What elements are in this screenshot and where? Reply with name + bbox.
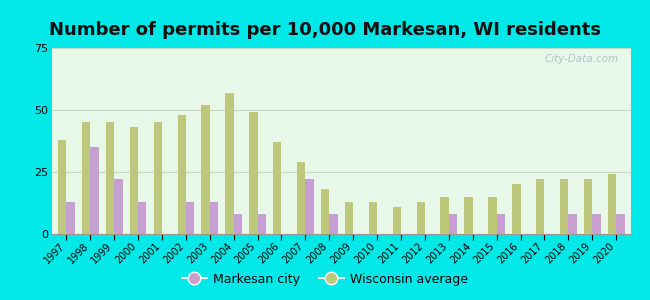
Bar <box>130 128 138 234</box>
Bar <box>210 202 218 234</box>
Text: City-Data.com: City-Data.com <box>545 54 619 64</box>
Bar <box>497 214 505 234</box>
Bar <box>321 189 330 234</box>
Bar <box>90 147 99 234</box>
Bar <box>568 214 577 234</box>
Bar <box>138 202 146 234</box>
Bar <box>330 214 337 234</box>
Bar <box>417 202 425 234</box>
Bar <box>114 179 122 234</box>
Bar <box>584 179 592 234</box>
Bar <box>369 202 377 234</box>
Bar <box>82 122 90 234</box>
Text: Number of permits per 10,000 Markesan, WI residents: Number of permits per 10,000 Markesan, W… <box>49 21 601 39</box>
Bar <box>234 214 242 234</box>
Bar <box>592 214 601 234</box>
Bar <box>106 122 114 234</box>
Bar <box>464 197 473 234</box>
Bar <box>297 162 306 234</box>
Bar <box>186 202 194 234</box>
Bar <box>393 207 401 234</box>
Bar <box>257 214 266 234</box>
Bar <box>448 214 457 234</box>
Bar <box>226 93 234 234</box>
Bar <box>608 175 616 234</box>
Bar <box>488 197 497 234</box>
Bar <box>560 179 568 234</box>
Bar <box>345 202 353 234</box>
Bar <box>441 197 448 234</box>
Legend: Markesan city, Wisconsin average: Markesan city, Wisconsin average <box>177 268 473 291</box>
Bar <box>58 140 66 234</box>
Bar <box>177 115 186 234</box>
Bar <box>202 105 210 234</box>
Bar <box>249 112 257 234</box>
Bar <box>512 184 521 234</box>
Bar <box>536 179 545 234</box>
Bar <box>153 122 162 234</box>
Bar <box>306 179 314 234</box>
Bar <box>66 202 75 234</box>
Bar <box>273 142 281 234</box>
Bar <box>616 214 625 234</box>
